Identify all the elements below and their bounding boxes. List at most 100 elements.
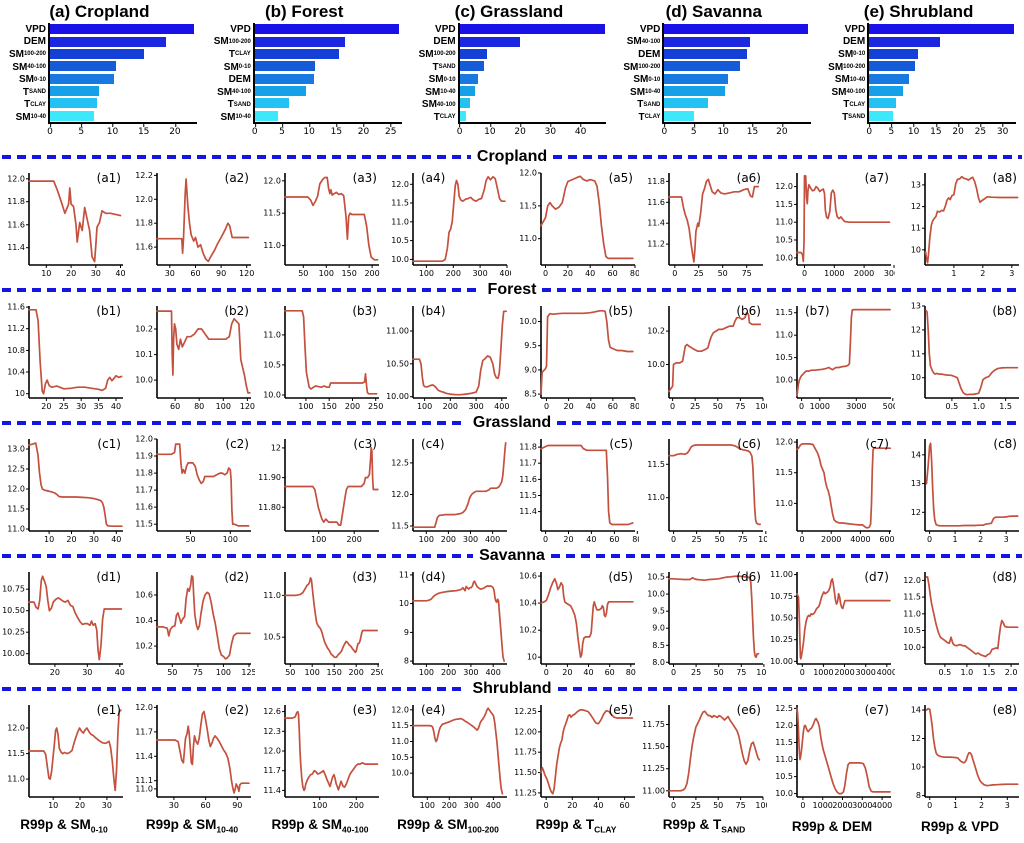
y-tick-label: 11.0 (391, 217, 409, 226)
x-tick-label: 0 (671, 668, 676, 677)
pdp-curve (540, 175, 634, 260)
x-tick-label: 125 (241, 668, 255, 677)
section-cropland: Cropland 10 20 30 40 11.4 11.6 11.8 12.0 (a1) 30 60… (0, 146, 1024, 279)
x-tick-label: 0 (866, 124, 873, 137)
x-tick-label: 200 (347, 535, 362, 544)
dashed-divider (542, 287, 1022, 292)
x-tick-label: 0 (671, 801, 676, 810)
pdp-curve (284, 309, 378, 395)
y-tick-label: 11.5 (775, 308, 793, 317)
importance-bar (254, 24, 399, 35)
x-tick-label: 40 (111, 402, 121, 411)
bar-category-label: SM 10-40 (220, 111, 251, 123)
x-tick-label: 3000 (856, 668, 876, 677)
bar-category-label: VPD (844, 23, 866, 35)
y-tick-label: 11.5 (263, 209, 281, 218)
importance-panel-cropland: (a) Cropland VPD DEM SM 100-200 SM 40-100 SM 0-1… (0, 0, 205, 146)
x-tick-label: 0 (802, 269, 807, 278)
x-tick-label: 75 (736, 668, 746, 677)
bar-category-label: T SAND (22, 86, 46, 98)
y-tick-label: 11.8 (135, 219, 153, 228)
panel-tag: (d3) (352, 570, 377, 584)
x-tick-label: 60 (608, 269, 618, 278)
bar-category-label: VPD (230, 23, 251, 35)
section-shrubland: Shrubland 10 20 30 11.0 11.5 12.0 (e1) 30 60 90 11.… (0, 678, 1024, 811)
x-tick-label: 1 (951, 269, 956, 278)
y-tick-label: 13 (911, 302, 921, 311)
x-tick-label: 1 (953, 801, 958, 810)
x-tick-label: 10 (303, 124, 315, 137)
y-tick-label: 10.50 (2, 606, 25, 615)
panel-tag: (a1) (97, 171, 121, 185)
y-tick-label: 11.0 (519, 234, 537, 243)
importance-bar (664, 86, 725, 97)
plot-cell-d6: 0 25 50 75 100 8.0 8.5 9.0 9.5 10.0 10.5 (d6) (640, 566, 768, 678)
x-tick-label: 300 (464, 801, 479, 810)
pdp-curve (284, 176, 379, 261)
x-tick-label: 120 (239, 269, 254, 278)
panel-tag: (b6) (736, 304, 761, 318)
y-tick-label: 10.0 (391, 769, 409, 778)
importance-bar (254, 36, 345, 47)
y-tick-label: 10.0 (775, 253, 793, 262)
x-tick-label: 2.0 (1005, 668, 1018, 677)
y-tick-label: 11.75 (642, 720, 665, 729)
x-tick-label: 100 (420, 801, 435, 810)
pdp-curve (796, 308, 891, 397)
x-tick-label: 300 (472, 269, 487, 278)
bar-panel-title: (b) Forest (265, 2, 344, 21)
pdp-plot-d8: 0.5 1.0 1.5 2.0 10.0 10.5 11.0 11.5 12.0 (d8) (903, 570, 1019, 677)
y-tick-label: 11.5 (647, 460, 665, 469)
x-tick-label: 25 (692, 535, 702, 544)
x-tick-label: 0 (543, 535, 548, 544)
y-tick-label: 11.0 (391, 737, 409, 746)
x-tick-label: 50 (715, 535, 725, 544)
panel-tag: (c4) (421, 437, 445, 451)
bar-category-label: T CLAY (433, 111, 456, 123)
y-tick-label: 11.6 (135, 243, 153, 252)
importance-bar (664, 110, 694, 121)
x-tick-label: 0 (799, 402, 804, 411)
bar-category-label: SM 100-200 (418, 48, 456, 60)
dashed-divider (2, 154, 471, 159)
x-tick-label: 3 (1005, 801, 1010, 810)
x-tick-label: 3000 (884, 269, 895, 278)
pdp-curve (925, 442, 1019, 527)
x-tick-label: 0 (672, 269, 677, 278)
plot-cell-a4: 100 200 300 400 10.0 10.5 11.0 11.5 12.0 (a4) (384, 167, 512, 279)
x-tick-label: 1000 (813, 801, 833, 810)
x-tick-label: 5000 (883, 402, 895, 411)
pdp-plot-a3: 50 100 150 200 11.0 11.5 12.0 (a3) (263, 171, 380, 278)
y-tick-label: 10.5 (775, 236, 793, 245)
importance-bar (869, 48, 919, 59)
section-title: Shrubland (472, 679, 552, 697)
bar-category-label: SM 0-10 (428, 74, 456, 86)
dashed-divider (2, 287, 482, 292)
x-tick-label: 1.5 (999, 402, 1012, 411)
y-tick-label: 11.75 (514, 748, 537, 757)
pdp-plot-d5: 0 20 40 60 80 10 10.2 10.4 10.6 (d5) (519, 570, 636, 677)
dashed-divider (2, 686, 467, 691)
y-tick-label: 10.75 (770, 592, 793, 601)
y-tick-label: 12.5 (7, 465, 25, 474)
plot-cell-a6: 0 25 50 75 11.2 11.4 11.6 11.8 (a6) (640, 167, 768, 279)
y-tick-label: 10 (911, 373, 921, 382)
pdp-curve (668, 710, 761, 792)
x-tick-label: 30 (91, 269, 101, 278)
y-tick-label: 10.50 (770, 614, 793, 623)
importance-bar (50, 98, 98, 109)
panel-tag: (e8) (993, 703, 1017, 717)
pdp-curve (925, 309, 1019, 396)
x-tick-label: 20 (169, 124, 181, 137)
importance-panel-forest: (b) Forest VPD SM 100-200 T CLAY SM 0-10 DEM SM 40… (205, 0, 410, 146)
y-tick-label: 11.25 (514, 788, 537, 797)
x-tick-label: 0 (47, 124, 53, 137)
pdp-plot-d7: 0 1000 2000 3000 4000 10.00 10.25 10.50 10.75 11.… (770, 570, 895, 677)
bar-category-label: T SAND (637, 99, 661, 111)
y-tick-label: 10.0 (135, 376, 153, 385)
plot-cell-c8: 0 1 2 3 12 13 14 (c8) (896, 433, 1024, 545)
y-tick-label: 11.0 (7, 525, 25, 534)
y-tick-label: 12 (911, 508, 921, 517)
